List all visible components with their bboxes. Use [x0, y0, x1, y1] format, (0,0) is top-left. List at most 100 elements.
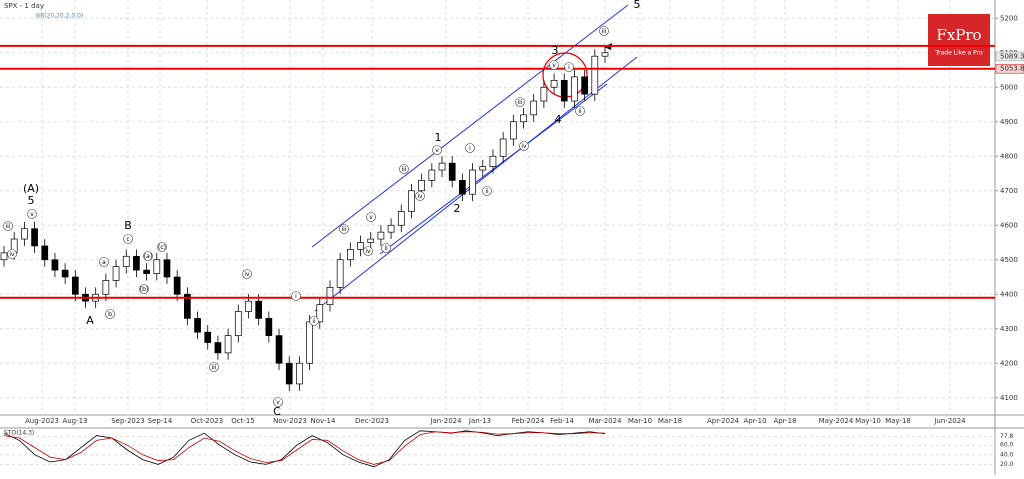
wave-mark-circle — [105, 309, 115, 319]
wave-label: 4 — [555, 113, 562, 126]
candle-body — [591, 55, 599, 95]
candle-body — [255, 300, 263, 319]
wave-mark-circle — [549, 60, 559, 70]
wave-mark: iv — [244, 271, 250, 278]
candle-body — [560, 79, 568, 102]
wave-mark-circle — [366, 212, 376, 222]
y-tick-label: 4300 — [1000, 325, 1018, 333]
wave-mark: iv — [521, 143, 527, 150]
wave-mark: iv — [417, 193, 423, 200]
wave-mark: ii — [312, 318, 316, 325]
candle-body — [540, 86, 548, 102]
wave-mark: (a) — [144, 253, 152, 260]
candle-body — [173, 276, 181, 295]
candle-body — [214, 342, 222, 354]
wave-mark: (b) — [140, 286, 149, 293]
level-label: 5053.8 — [1000, 65, 1024, 73]
x-tick-label: Jun-2024 — [933, 417, 966, 425]
wave-mark-circle — [3, 221, 13, 231]
candle-body — [428, 169, 436, 181]
wave-mark: iv — [9, 251, 15, 258]
wave-mark: a — [102, 259, 106, 266]
candle-body — [438, 162, 446, 171]
candle-body — [31, 228, 38, 247]
wave-mark-circle — [209, 362, 219, 372]
candle-body — [377, 231, 385, 240]
x-tick-label: Mar-18 — [658, 417, 682, 425]
y-tick-label: 5200 — [1000, 14, 1018, 22]
wave-mark-circle — [27, 209, 37, 219]
candle-body — [448, 162, 456, 181]
wave-mark-circle — [575, 106, 585, 116]
wave-label: C — [273, 405, 281, 418]
x-tick-label: May-18 — [885, 417, 911, 425]
candle-body — [184, 293, 191, 319]
x-tick-label: Apr-18 — [773, 417, 796, 425]
wave-mark: (c) — [158, 244, 166, 251]
stoch-label: STO(14,3) — [4, 430, 34, 437]
x-tick-label: Feb-14 — [550, 417, 574, 425]
wave-mark-circle — [157, 242, 167, 252]
wave-mark-circle — [519, 141, 529, 151]
candle-body — [357, 242, 364, 250]
last-price-label: 5089.3 — [1000, 52, 1024, 60]
candle-body — [21, 228, 28, 240]
wave-mark: v — [552, 62, 556, 69]
y-tick-label: 4900 — [1000, 118, 1018, 126]
candle-body — [550, 79, 558, 88]
candle-body — [153, 259, 161, 274]
candle-body — [122, 255, 130, 267]
candle-body — [245, 300, 252, 312]
candle-body — [71, 276, 79, 295]
candle-body — [469, 169, 476, 195]
wave-mark: iv — [365, 248, 371, 255]
wave-mark-circle — [123, 234, 133, 244]
x-tick-label: May-10 — [855, 417, 881, 425]
wave-mark: i — [469, 145, 471, 152]
candle-body — [397, 211, 405, 226]
candle-body — [133, 255, 140, 271]
candle-body — [296, 362, 303, 385]
candle-body — [418, 180, 425, 192]
wave-mark-circle — [515, 97, 525, 107]
candle-body — [275, 335, 283, 364]
wave-mark-circle — [139, 284, 149, 294]
y-tick-label: 5000 — [1000, 83, 1018, 91]
candle-body — [459, 180, 466, 195]
wave-mark-circle — [309, 316, 319, 326]
wave-mark-circle — [465, 143, 475, 153]
wave-mark-circle — [143, 251, 153, 261]
candle-body — [285, 362, 293, 385]
x-tick-label: Feb-2024 — [512, 417, 545, 425]
candle-body — [367, 238, 375, 243]
candle-body — [530, 100, 538, 116]
wave-mark: c — [126, 236, 129, 243]
x-tick-label: Sep-2023 — [111, 417, 145, 425]
candle-body — [265, 318, 273, 336]
y-tick-label: 4400 — [1000, 290, 1018, 298]
candle-body — [61, 269, 69, 278]
candle-body — [479, 166, 487, 171]
wave-label: 5 — [28, 194, 35, 207]
candle-body — [204, 331, 212, 343]
candle-body — [51, 259, 59, 271]
wave-label: 5 — [634, 0, 641, 11]
wave-mark: ii — [384, 245, 388, 252]
logo-brand: FxPro — [936, 26, 981, 44]
candle-body — [316, 304, 324, 323]
wave-mark: iii — [517, 99, 522, 106]
stoch-tick-label: 40.0 — [1000, 451, 1014, 458]
x-tick-label: Oct-15 — [231, 417, 255, 425]
candle-body — [571, 76, 578, 102]
wave-mark-circle — [242, 269, 252, 279]
x-tick-label: Apr-2024 — [707, 417, 740, 425]
x-tick-label: Nov-14 — [311, 417, 336, 425]
level-label-box — [995, 63, 1024, 74]
x-tick-label: Aug-13 — [62, 417, 87, 425]
candle-body — [520, 114, 527, 123]
wave-label: 1 — [435, 131, 442, 144]
symbol: SPX - 1 day — [4, 2, 44, 10]
wave-label: (A) — [23, 182, 39, 195]
